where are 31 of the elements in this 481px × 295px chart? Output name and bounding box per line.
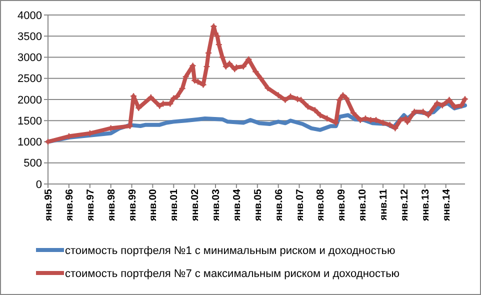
y-tick-label: 3500 bbox=[18, 30, 42, 43]
x-tick-label: янв.11 bbox=[378, 188, 390, 220]
y-tick-label: 1500 bbox=[18, 115, 42, 128]
y-tick-label: 3000 bbox=[18, 52, 42, 64]
x-tick-label: янв.07 bbox=[294, 188, 306, 221]
legend-label: стоимость портфеля №1 с минимальным риском и доходностью bbox=[65, 244, 396, 257]
x-tick-label: янв.05 bbox=[252, 188, 264, 221]
y-tick-label: 4000 bbox=[18, 10, 42, 22]
x-tick-label: янв.10 bbox=[358, 188, 369, 221]
y-tick-label: 500 bbox=[24, 158, 42, 170]
x-tick-label: янв.14 bbox=[441, 188, 452, 221]
x-tick-label: янв.97 bbox=[85, 188, 96, 221]
x-tick-label: янв.00 bbox=[148, 188, 160, 221]
x-tick-label: янв.01 bbox=[169, 188, 180, 221]
x-tick-label: янв.98 bbox=[106, 188, 118, 221]
x-tick-label: янв.99 bbox=[127, 188, 138, 221]
y-tick-label: 1000 bbox=[18, 136, 42, 149]
x-tick-label: янв.06 bbox=[274, 188, 285, 221]
legend-label: стоимость портфеля №7 с максимальным риском и доходностью bbox=[65, 268, 400, 280]
y-tick-label: 2500 bbox=[18, 73, 42, 86]
x-tick-label: янв.03 bbox=[211, 188, 222, 221]
x-tick-label: янв.02 bbox=[190, 188, 202, 221]
y-tick-label: 0 bbox=[36, 178, 42, 191]
x-tick-label: янв.09 bbox=[336, 188, 348, 221]
y-tick-label: 2000 bbox=[18, 94, 42, 106]
x-tick-label: янв.08 bbox=[316, 188, 327, 221]
x-tick-label: янв.13 bbox=[420, 188, 432, 221]
x-tick-label: янв.95 bbox=[44, 188, 54, 221]
x-tick-label: янв.04 bbox=[232, 188, 243, 221]
x-tick-label: янв.12 bbox=[399, 188, 410, 221]
x-tick-label: янв.96 bbox=[64, 188, 76, 221]
